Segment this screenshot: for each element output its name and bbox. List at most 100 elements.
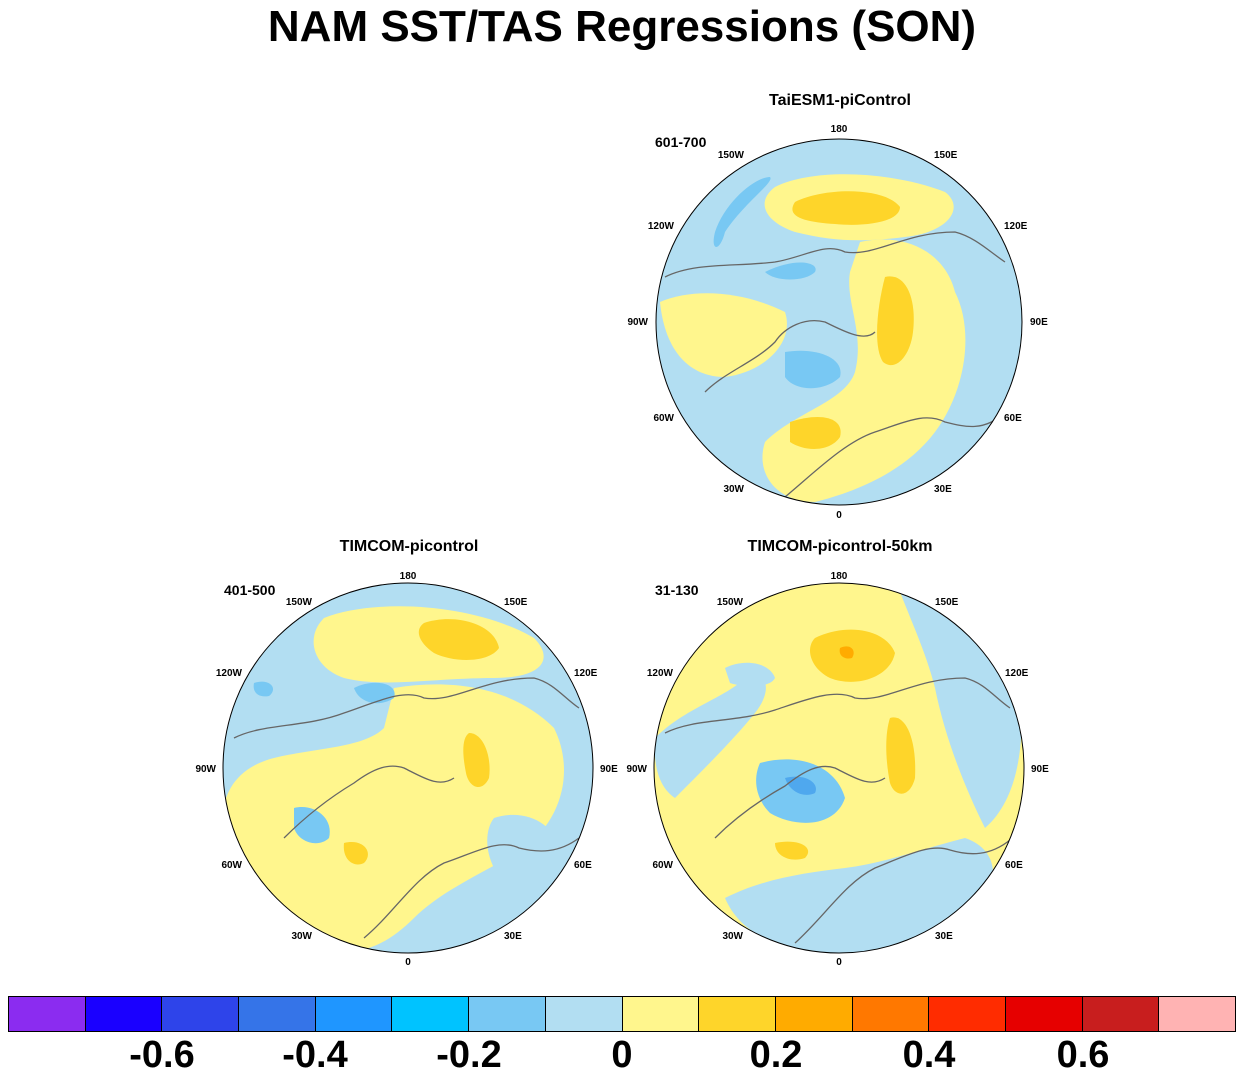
cool-anomaly-region bbox=[294, 807, 330, 844]
lon-label: 60E bbox=[1004, 413, 1022, 424]
longitude-labels: 180 150E 120E 90E 60E 30E 0 30W 60W 90W … bbox=[627, 124, 1048, 521]
colorbar-label: -0.2 bbox=[436, 1034, 502, 1076]
cool-anomaly-region bbox=[487, 814, 559, 879]
coastline bbox=[714, 765, 886, 839]
cool-anomaly-region bbox=[785, 776, 816, 795]
lon-label: 30W bbox=[723, 484, 744, 495]
cool-anomaly-region bbox=[354, 682, 395, 704]
coastline bbox=[794, 839, 1011, 944]
colorbar-box bbox=[162, 997, 240, 1031]
colorbar-box bbox=[315, 997, 393, 1031]
colorbar-box bbox=[239, 997, 316, 1031]
panel-title: TaiESM1-piControl bbox=[769, 92, 911, 109]
lon-label: 90E bbox=[1031, 764, 1049, 775]
lon-label: 120E bbox=[1005, 668, 1029, 679]
colorbar-box bbox=[852, 997, 930, 1031]
cool-anomaly-region bbox=[253, 681, 274, 697]
longitude-labels: 180 150E 120E 90E 60E 30E 0 30W 60W 90W … bbox=[626, 571, 1049, 968]
lon-label: 30W bbox=[722, 931, 743, 942]
longitude-labels: 180 150E 120E 90E 60E 30E 0 30W 60W 90W … bbox=[195, 571, 618, 968]
panel-title: TIMCOM-picontrol-50km bbox=[747, 538, 933, 555]
cool-anomaly-region bbox=[765, 262, 816, 280]
colorbar-label: -0.6 bbox=[129, 1034, 195, 1076]
cool-anomaly-region bbox=[725, 662, 775, 687]
lon-label: 90W bbox=[195, 764, 216, 775]
colorbar-box bbox=[545, 997, 623, 1031]
colorbar-box bbox=[929, 997, 1006, 1031]
warm-anomaly-region bbox=[418, 619, 499, 660]
map-boundary bbox=[222, 582, 594, 954]
lon-label: 30W bbox=[291, 931, 312, 942]
warm-anomaly-region bbox=[839, 646, 854, 659]
lon-label: 150E bbox=[935, 597, 959, 608]
coastline bbox=[784, 411, 1006, 498]
lon-label: 90E bbox=[600, 764, 618, 775]
polar-map: 180 150E 120E 90E 60E 30E 0 30W 60W 90W … bbox=[626, 571, 1049, 968]
lon-label: 150W bbox=[717, 597, 744, 608]
warm-anomaly-region bbox=[463, 733, 490, 788]
coastline bbox=[704, 320, 876, 393]
lon-label: 150W bbox=[286, 597, 313, 608]
warm-anomaly-region bbox=[790, 417, 841, 449]
lon-label: 60W bbox=[653, 413, 674, 424]
figure-title: NAM SST/TAS Regressions (SON) bbox=[267, 2, 977, 51]
coastline bbox=[363, 837, 580, 939]
lon-label: 60E bbox=[574, 860, 592, 871]
lon-label: 150E bbox=[504, 597, 528, 608]
colorbar-box bbox=[1005, 997, 1083, 1031]
colorbar-label: 0.6 bbox=[1056, 1034, 1110, 1076]
polar-map: 180 150E 120E 90E 60E 30E 0 30W 60W 90W … bbox=[195, 571, 618, 968]
coastline bbox=[664, 231, 1006, 278]
lon-label: 150E bbox=[934, 150, 958, 161]
cool-anomaly-region bbox=[725, 838, 993, 953]
map-panel-taiesm1: TaiESM1-piControl 601-700 180 150E bbox=[627, 92, 1048, 521]
colorbar-box bbox=[1082, 997, 1160, 1031]
colorbar-label: 0.2 bbox=[749, 1034, 803, 1076]
lon-label: 60W bbox=[652, 860, 673, 871]
lon-label: 180 bbox=[400, 571, 417, 582]
lon-label: 150W bbox=[718, 150, 745, 161]
lon-label: 90E bbox=[1030, 317, 1048, 328]
lon-label: 30E bbox=[935, 931, 953, 942]
lon-label: 120W bbox=[216, 668, 243, 679]
panel-years: 31-130 bbox=[655, 582, 699, 598]
lon-label: 90W bbox=[627, 317, 648, 328]
cool-anomaly-region bbox=[713, 177, 771, 247]
lon-label: 120W bbox=[647, 668, 674, 679]
polar-map: 180 150E 120E 90E 60E 30E 0 30W 60W 90W … bbox=[627, 124, 1048, 521]
warm-anomaly-region bbox=[792, 191, 900, 225]
lon-label: 90W bbox=[626, 764, 647, 775]
lon-label: 30E bbox=[504, 931, 522, 942]
colorbar-box bbox=[9, 997, 86, 1031]
warm-anomaly-region bbox=[343, 842, 368, 865]
warm-anomaly-region bbox=[877, 276, 914, 366]
lon-label: 120W bbox=[648, 221, 675, 232]
coastline bbox=[283, 765, 455, 839]
warm-anomaly-region bbox=[660, 293, 787, 377]
lon-label: 30E bbox=[934, 484, 952, 495]
lon-label: 0 bbox=[405, 957, 411, 968]
colorbar-box bbox=[85, 997, 163, 1031]
lon-label: 0 bbox=[836, 510, 842, 521]
colorbar-box bbox=[699, 997, 776, 1031]
map-boundary bbox=[653, 582, 1025, 954]
lon-label: 180 bbox=[831, 571, 848, 582]
lon-label: 120E bbox=[574, 668, 598, 679]
colorbar-label: -0.4 bbox=[282, 1034, 348, 1076]
lon-label: 0 bbox=[836, 957, 842, 968]
panel-title: TIMCOM-picontrol bbox=[339, 538, 479, 555]
panel-years: 601-700 bbox=[655, 134, 707, 150]
cool-anomaly-region bbox=[785, 350, 841, 389]
panel-years: 401-500 bbox=[224, 582, 276, 598]
map-panel-timcom-50km: TIMCOM-picontrol-50km 31-130 180 150E 12… bbox=[626, 538, 1049, 968]
colorbar-label: 0 bbox=[611, 1034, 633, 1076]
colorbar bbox=[8, 996, 1236, 1032]
warm-anomaly-region bbox=[886, 717, 916, 794]
coastline bbox=[233, 677, 580, 739]
colorbar-box bbox=[1159, 997, 1235, 1031]
lon-label: 60E bbox=[1005, 860, 1023, 871]
map-panel-timcom: TIMCOM-picontrol 401-500 180 150E 120E 9… bbox=[195, 538, 618, 968]
lon-label: 60W bbox=[221, 860, 242, 871]
map-boundary bbox=[655, 138, 1023, 506]
colorbar-box bbox=[622, 997, 700, 1031]
